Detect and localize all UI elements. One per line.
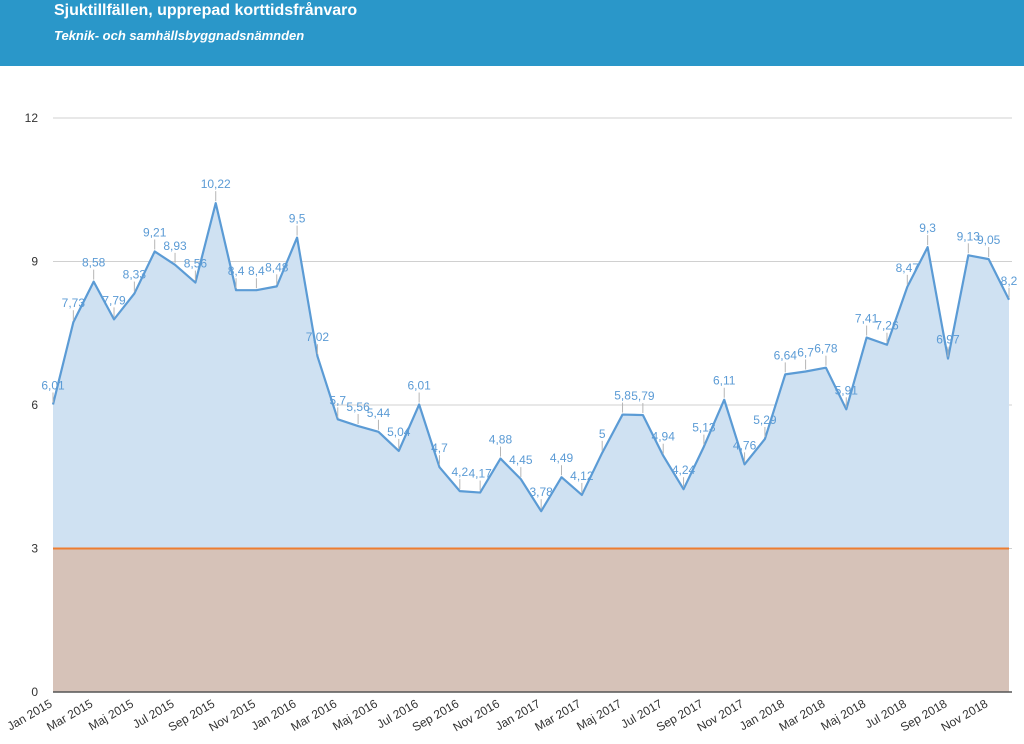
data-label: 5,79 — [631, 389, 655, 403]
data-label: 4,45 — [509, 453, 533, 467]
data-label: 8,93 — [163, 239, 187, 253]
data-label: 8,56 — [184, 257, 208, 271]
data-label: 4,94 — [652, 430, 676, 444]
data-label: 3,78 — [529, 485, 553, 499]
data-label: 6,7 — [797, 346, 814, 360]
y-tick-label: 9 — [31, 255, 38, 269]
data-label: 7,26 — [875, 319, 899, 333]
data-label: 5 — [599, 427, 606, 441]
data-label: 5,8 — [614, 389, 631, 403]
data-label: 4,7 — [431, 441, 448, 455]
x-tick-label: Nov 2018 — [939, 696, 991, 734]
data-label: 10,22 — [201, 177, 231, 191]
x-tick-label: Mar 2016 — [288, 696, 339, 734]
x-tick-label: Maj 2015 — [86, 696, 136, 733]
x-tick-label: Mar 2018 — [777, 696, 828, 734]
data-label: 8,47 — [896, 261, 920, 275]
data-label: 5,04 — [387, 425, 411, 439]
x-tick-label: Mar 2017 — [532, 696, 583, 734]
chart-subtitle: Teknik- och samhällsbyggnadsnämnden — [54, 28, 305, 43]
x-tick-label: Maj 2016 — [330, 696, 380, 733]
x-tick-label: Maj 2017 — [574, 696, 624, 733]
data-label: 5,13 — [692, 421, 716, 435]
data-label: 6,64 — [774, 348, 798, 362]
data-label: 9,13 — [957, 229, 981, 243]
data-label: 4,24 — [672, 463, 696, 477]
data-label: 8,2 — [1001, 274, 1018, 288]
data-label: 4,17 — [468, 467, 492, 481]
data-label: 5,56 — [346, 400, 370, 414]
data-label: 6,01 — [407, 379, 431, 393]
data-label: 4,49 — [550, 451, 574, 465]
x-tick-label: Maj 2018 — [818, 696, 868, 733]
x-tick-label: Mar 2015 — [44, 696, 95, 734]
data-label: 6,11 — [713, 374, 736, 388]
y-tick-label: 6 — [31, 398, 38, 412]
area-chart: 0 3 6 9 12 6,01 7,73 8,58 7,79 8,33 9,218,93 8,56 10… — [5, 111, 1018, 734]
series-line — [51, 202, 1010, 513]
data-label: 8,4 — [228, 264, 245, 278]
data-label: 8,4 — [248, 264, 265, 278]
y-tick-label: 0 — [31, 685, 38, 699]
data-label: 9,05 — [977, 233, 1001, 247]
data-label: 5,44 — [367, 406, 391, 420]
y-tick-label: 3 — [31, 542, 38, 556]
x-tick-label: Nov 2016 — [450, 696, 502, 734]
data-label: 6,01 — [41, 379, 65, 393]
data-label: 9,5 — [289, 212, 306, 226]
data-label: 7,79 — [102, 293, 126, 307]
data-label: 5,7 — [329, 393, 346, 407]
chart-header: Sjuktillfällen, upprepad korttidsfrånvar… — [0, 0, 1024, 66]
data-label: 9,3 — [919, 221, 936, 235]
chart-title: Sjuktillfällen, upprepad korttidsfrånvar… — [54, 2, 358, 19]
x-tick-label: Nov 2015 — [206, 696, 258, 734]
data-label: 4,88 — [489, 433, 513, 447]
data-label: 7,02 — [306, 330, 330, 344]
data-label: 5,29 — [753, 413, 777, 427]
y-tick-label: 12 — [25, 111, 39, 125]
data-label: 8,58 — [82, 256, 106, 270]
data-label: 8,48 — [265, 260, 289, 274]
data-label: 9,21 — [143, 225, 167, 239]
data-label: 7,41 — [855, 312, 879, 326]
data-label: 4,12 — [570, 469, 594, 483]
x-tick-label: Nov 2017 — [695, 696, 747, 734]
data-label: 6,78 — [814, 342, 838, 356]
target-area-fill — [53, 548, 1009, 692]
data-label: 5,91 — [835, 383, 859, 397]
data-label: 8,33 — [123, 268, 147, 282]
data-label: 6,97 — [936, 333, 960, 347]
data-label: 4,76 — [733, 438, 757, 452]
data-label: 7,73 — [62, 296, 86, 310]
data-label: 4,2 — [451, 465, 468, 479]
